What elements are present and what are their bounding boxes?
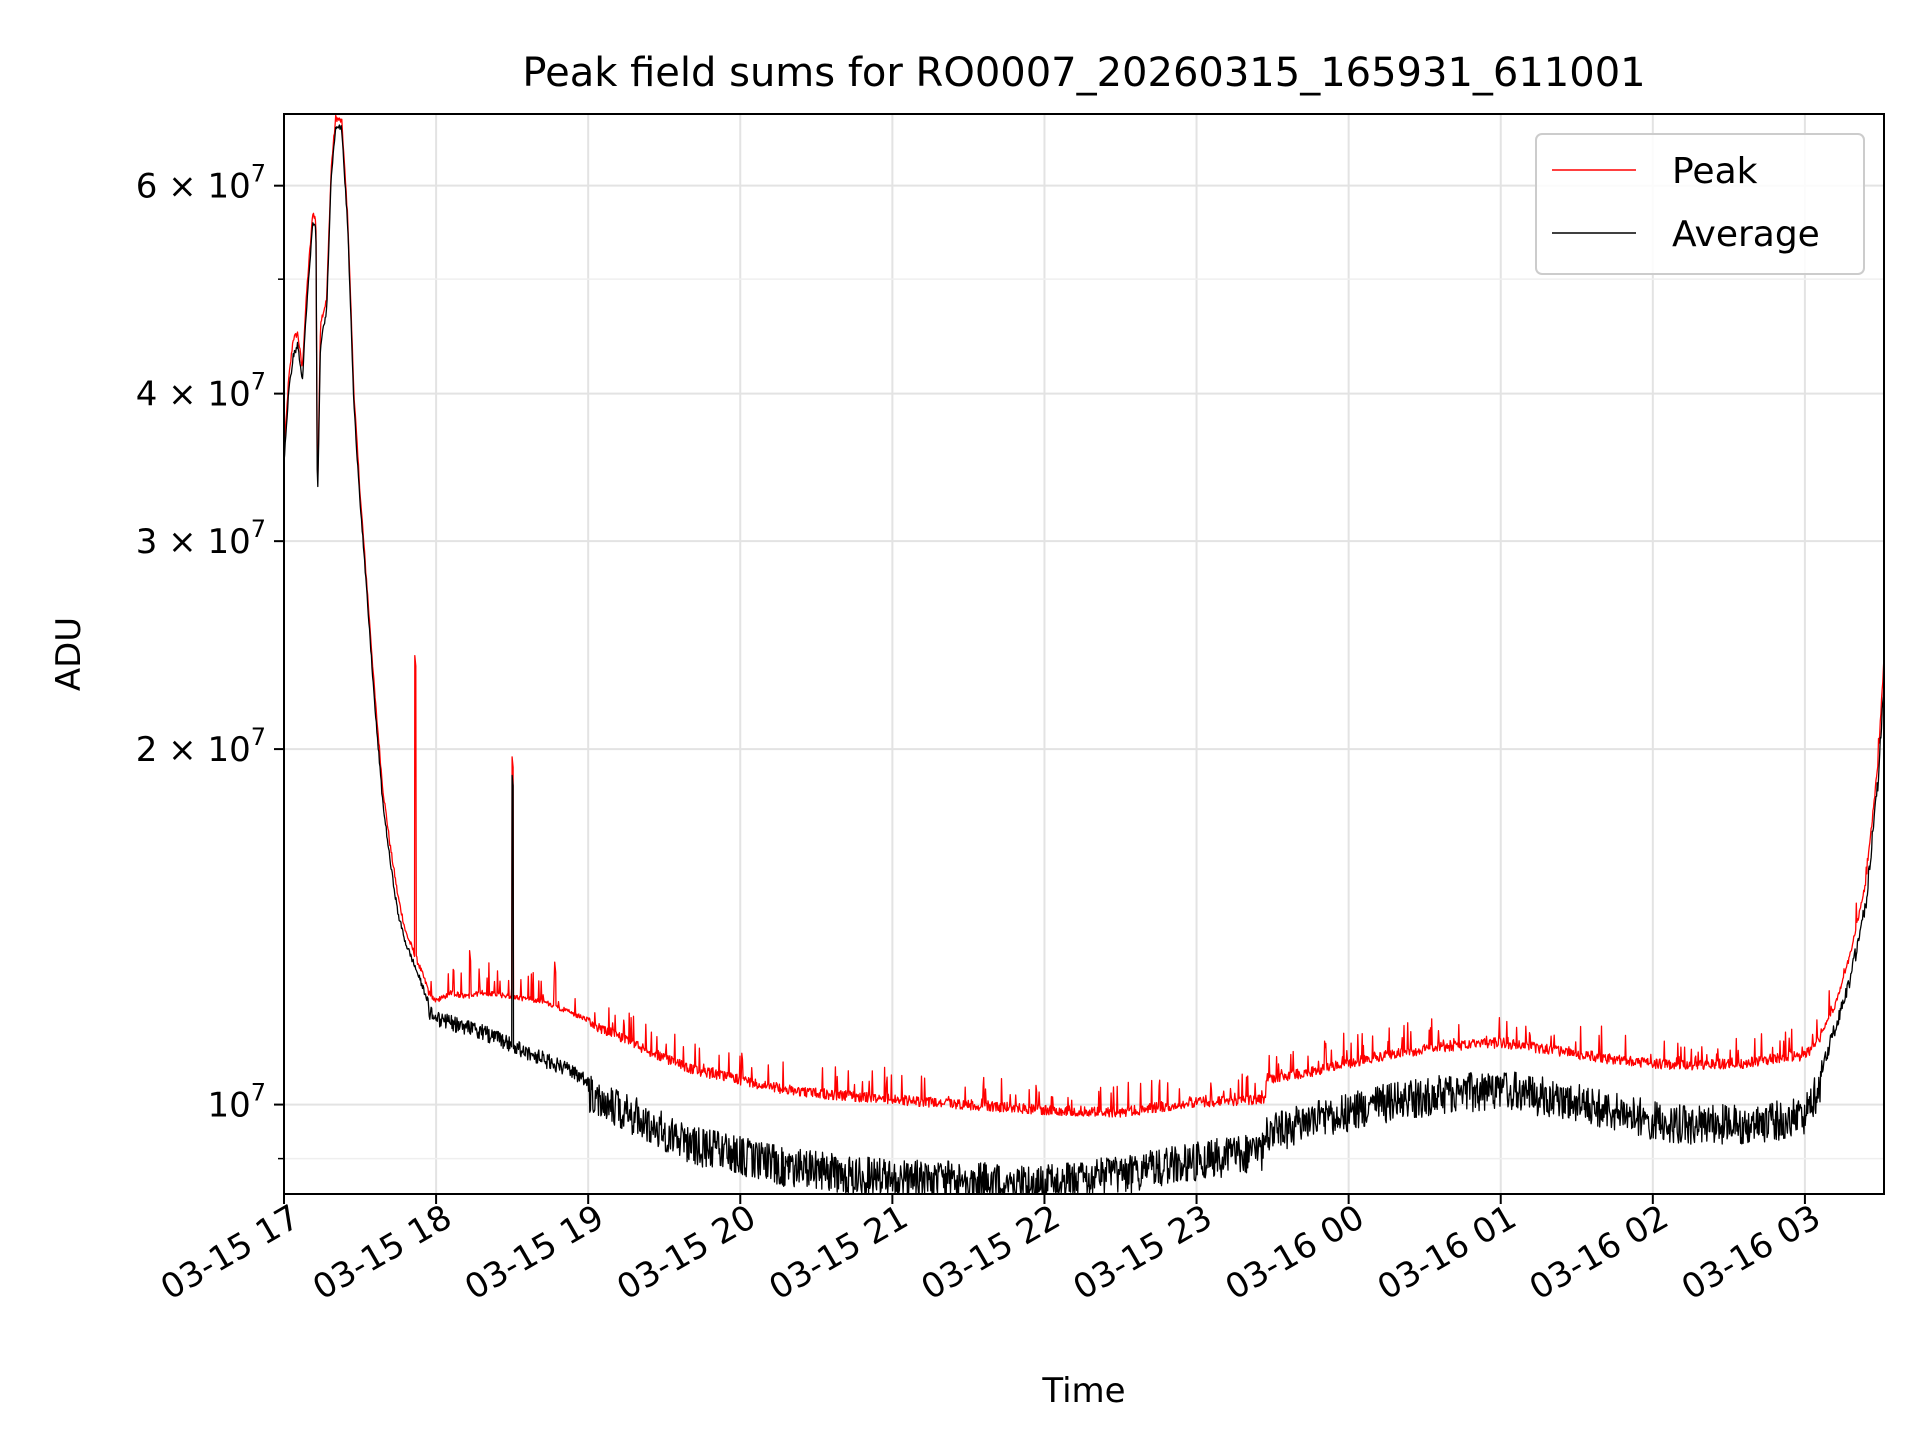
legend-label-average: Average <box>1672 214 1820 255</box>
grid <box>283 114 1884 1194</box>
y-tick-label: 107 <box>207 1079 266 1126</box>
legend-label-peak: Peak <box>1672 151 1758 192</box>
legend-box <box>1535 133 1865 275</box>
series-line-average <box>284 124 1884 1194</box>
series-layer <box>284 114 1884 1194</box>
y-axis-label: ADU <box>49 617 89 691</box>
y-tick-label: 3 × 107 <box>136 515 266 562</box>
y-tick-label: 2 × 107 <box>136 723 266 770</box>
series-line-peak <box>284 114 1884 1118</box>
x-axis-label: Time <box>1041 1371 1125 1411</box>
chart-title: Peak field sums for RO0007_20260315_1659… <box>522 50 1645 96</box>
y-tick-label: 6 × 107 <box>136 160 266 207</box>
y-tick-label: 4 × 107 <box>136 368 266 415</box>
legend: Peak Average <box>1535 133 1865 275</box>
plot-frame <box>283 113 1885 1195</box>
